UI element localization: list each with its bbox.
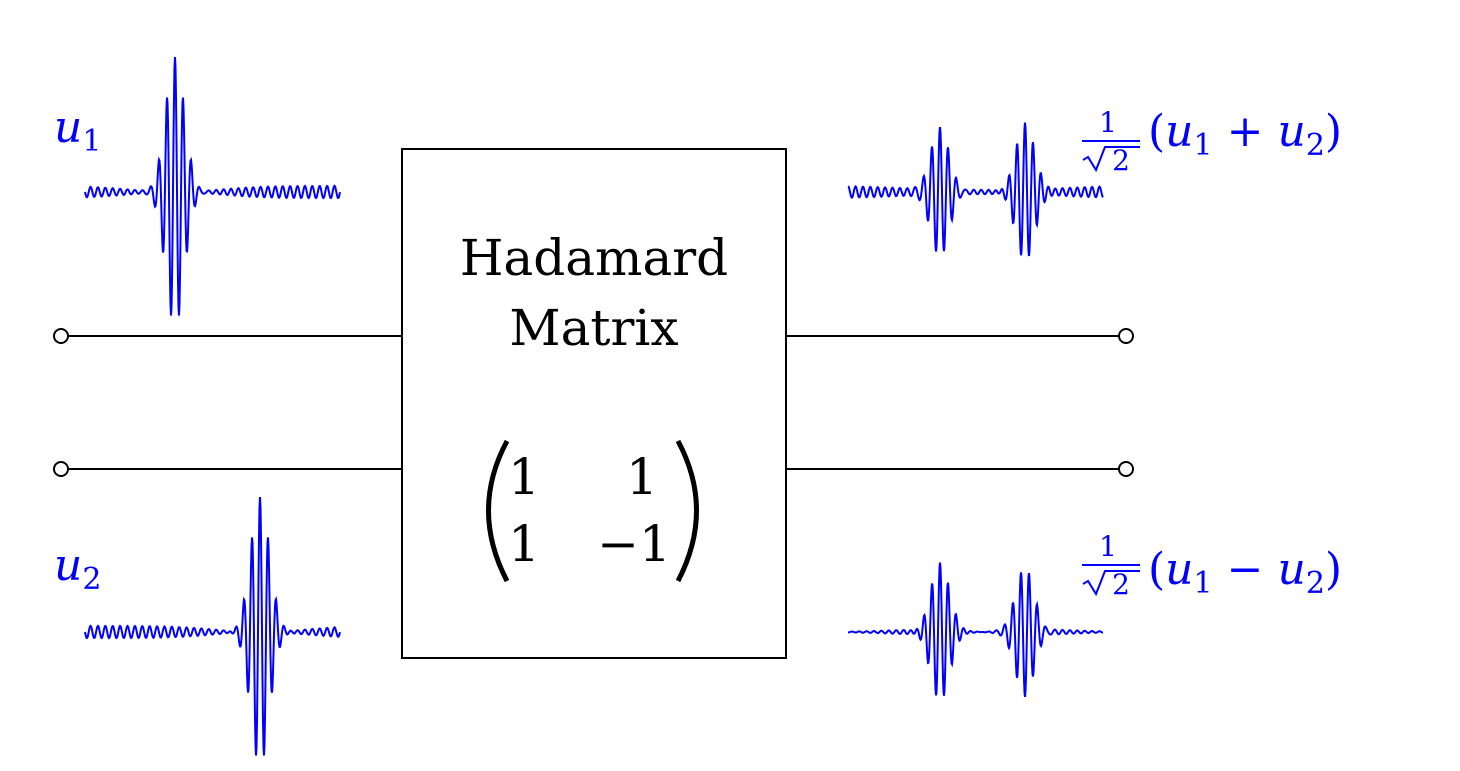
output-diff-denominator: 2	[1112, 568, 1130, 601]
input-label-bottom: u2	[54, 540, 101, 597]
output-diff-close-paren: )	[1325, 544, 1342, 595]
input-label-top-var: u	[54, 102, 82, 153]
input-label-bottom-var: u	[54, 540, 82, 591]
output-diff-var-b: u	[1277, 544, 1305, 595]
input-waveform-top	[84, 56, 341, 316]
output-label-difference: 1 2 (u1− u2)	[1082, 530, 1342, 601]
input-label-top: u1	[54, 102, 101, 159]
matrix-right-paren	[675, 439, 699, 583]
output-diff-operator: −	[1227, 544, 1264, 595]
matrix-left-paren	[486, 439, 510, 583]
output-sum-sub-b: 2	[1306, 128, 1325, 163]
output-diff-open-paren: (	[1148, 544, 1165, 595]
output-sum-expression: (u1 + u2)	[1148, 106, 1342, 163]
output-label-sum: 1 2 (u1 + u2)	[1082, 106, 1342, 177]
block-title-line2: Matrix	[509, 299, 678, 357]
output-sum-sub-a: 1	[1194, 128, 1213, 163]
output-terminal-top	[1118, 328, 1134, 344]
output-sum-var-a: u	[1165, 106, 1193, 157]
output-diff-sub-a: 1	[1194, 566, 1213, 601]
output-diff-numerator: 1	[1099, 530, 1117, 563]
matrix-entry-r2c2: −1	[597, 515, 671, 573]
output-sum-numerator: 1	[1099, 106, 1117, 139]
input-label-bottom-sub: 2	[82, 562, 101, 597]
matrix-entry-r1c1: 1	[508, 448, 540, 506]
output-waveform-difference	[848, 562, 1103, 698]
output-waveform-sum	[847, 122, 1104, 257]
input-waveform-bottom	[84, 496, 341, 756]
output-terminal-bottom	[1118, 461, 1134, 477]
output-diff-sub-b: 2	[1306, 566, 1325, 601]
output-sum-var-b: u	[1277, 106, 1305, 157]
matrix-entry-r1c2: 1	[626, 448, 658, 506]
output-diff-expression: (u1− u2)	[1148, 544, 1342, 601]
output-diff-sqrt-sign	[1082, 570, 1140, 597]
output-sum-open-paren: (	[1148, 106, 1165, 157]
input-terminal-bottom	[53, 461, 69, 477]
output-sum-operator: +	[1227, 106, 1264, 157]
output-sum-denominator: 2	[1112, 144, 1130, 177]
hadamard-block	[401, 148, 787, 659]
output-diff-var-a: u	[1165, 544, 1193, 595]
output-sum-sqrt-sign	[1082, 146, 1140, 173]
input-label-top-sub: 1	[82, 124, 101, 159]
output-sum-close-paren: )	[1325, 106, 1342, 157]
matrix-entry-r2c1: 1	[508, 515, 540, 573]
input-terminal-top	[53, 328, 69, 344]
block-title-line1: Hadamard	[460, 229, 728, 287]
